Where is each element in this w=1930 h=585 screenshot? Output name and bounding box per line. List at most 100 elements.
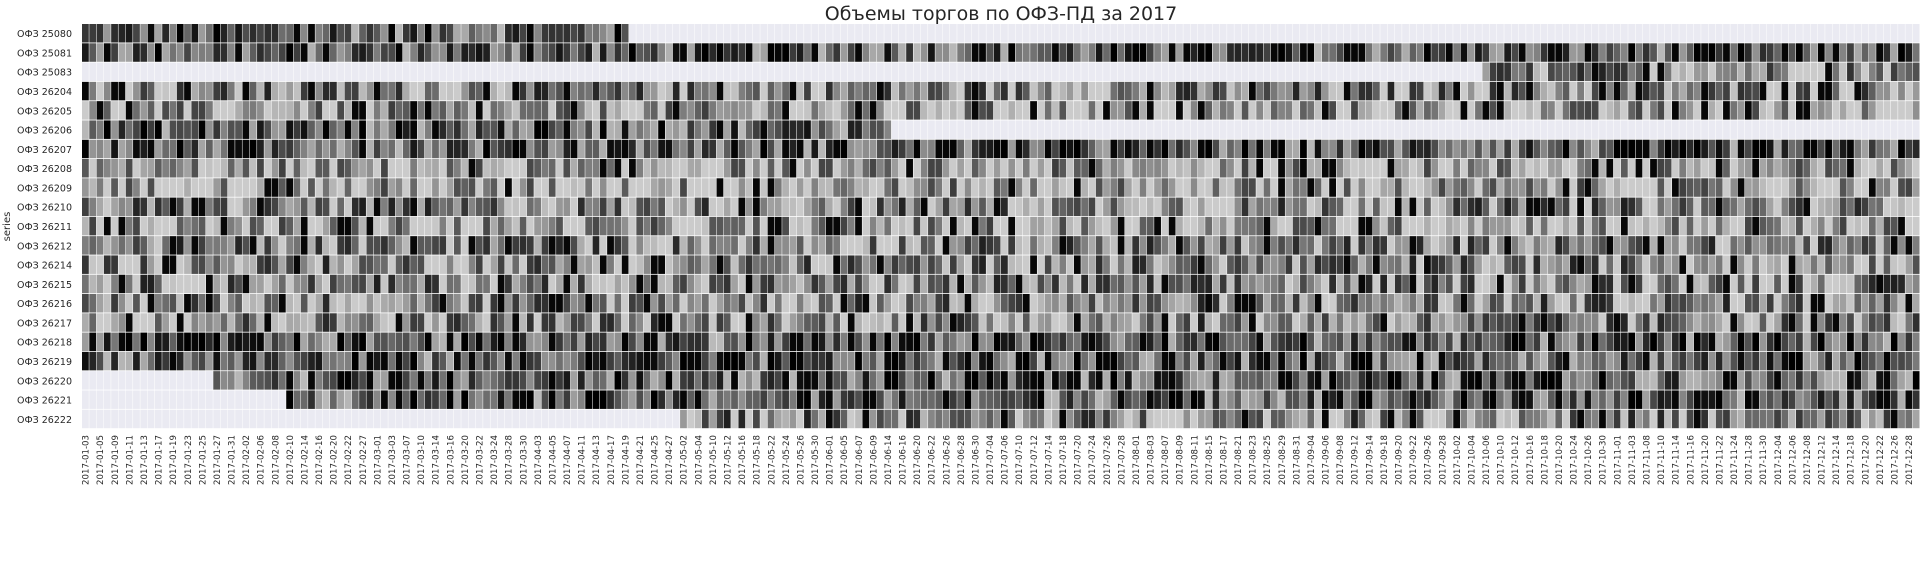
heatmap-cell [432,390,439,409]
heatmap-cell [1168,62,1176,82]
heatmap-cell [577,294,585,313]
heatmap-cell [1606,62,1614,82]
heatmap-cell [140,255,148,274]
heatmap-cell [1387,81,1395,101]
heatmap-cell [643,139,651,159]
heatmap-cell [964,216,972,236]
heatmap-cell [526,332,534,352]
heatmap-cell [774,178,782,197]
heatmap-cell [1912,371,1920,390]
heatmap-cell [373,178,381,197]
heatmap-cell [1657,313,1665,332]
heatmap-cell [1905,332,1913,352]
heatmap-cell [629,255,636,274]
heatmap-cell [1577,332,1584,352]
heatmap-cell [599,120,607,139]
heatmap-cell [1482,236,1490,255]
heatmap-cell [993,351,1001,371]
heatmap-cell [1044,294,1052,313]
heatmap-cell [1708,351,1716,371]
heatmap-cell [1817,120,1825,139]
heatmap-cell [1402,120,1409,139]
heatmap-cell [1606,371,1614,390]
heatmap-cell [825,332,833,352]
heatmap-cell [1847,101,1854,120]
heatmap-cell [1650,274,1657,294]
heatmap-cell [293,371,301,390]
heatmap-cell [709,24,717,43]
heatmap-cell [359,24,366,43]
heatmap-cell [388,120,396,139]
heatmap-cell [1832,43,1840,62]
heatmap-cell [906,294,913,313]
heatmap-cell [191,255,199,274]
heatmap-cell [1628,178,1636,197]
heatmap-cell [534,294,541,313]
heatmap-cell [665,101,673,120]
heatmap-cell [271,178,279,197]
heatmap-cell [213,139,221,159]
heatmap-cell [877,236,884,255]
heatmap-cell [1438,236,1446,255]
heatmap-cell [833,24,841,43]
heatmap-cell [986,197,994,217]
heatmap-cell [1482,101,1490,120]
heatmap-cell [315,294,323,313]
heatmap-cell [96,62,104,82]
heatmap-cell [1161,332,1169,352]
heatmap-cell [1030,236,1037,255]
heatmap-cell [220,332,228,352]
heatmap-cell [1686,43,1694,62]
heatmap-cell [1569,139,1577,159]
heatmap-cell [1774,351,1781,371]
heatmap-cell [89,120,97,139]
heatmap-cell [1103,120,1110,139]
heatmap-cell [395,274,403,294]
heatmap-cell [169,371,177,390]
heatmap-cell [636,294,644,313]
heatmap-cell [1868,120,1876,139]
heatmap-cell [1336,43,1344,62]
heatmap-cell [942,81,950,101]
heatmap-cell [366,351,374,371]
heatmap-cell [1766,216,1774,236]
heatmap-cell [89,351,97,371]
heatmap-cell [453,24,461,43]
heatmap-cell [796,332,804,352]
heatmap-cell [1052,274,1059,294]
heatmap-cell [1081,313,1089,332]
heatmap-cell [658,24,665,43]
heatmap-cell [1715,294,1723,313]
heatmap-cell [1372,43,1380,62]
heatmap-cell [1292,216,1300,236]
heatmap-cell [1015,120,1023,139]
heatmap-cell [898,24,906,43]
heatmap-cell [1073,351,1081,371]
heatmap-cell [949,313,957,332]
heatmap-cell [811,62,819,82]
heatmap-cell [140,313,148,332]
heatmap-cell [483,274,490,294]
heatmap-cell [1212,351,1220,371]
heatmap-cell [1883,332,1891,352]
heatmap-cell [701,216,709,236]
heatmap-cell [96,101,104,120]
heatmap-cell [614,24,622,43]
heatmap-cell [898,62,906,82]
heatmap-cell [147,371,155,390]
heatmap-cell [1438,62,1446,82]
heatmap-cell [402,178,410,197]
heatmap-cell [1234,43,1242,62]
heatmap-cell [650,101,658,120]
heatmap-cell [249,390,257,409]
heatmap-cell [1001,24,1008,43]
heatmap-cell [322,197,330,217]
heatmap-cell [804,159,811,178]
heatmap-cell [257,371,264,390]
heatmap-cell [1744,24,1752,43]
heatmap-cell [1001,120,1008,139]
heatmap-cell [519,120,527,139]
heatmap-cell [1599,236,1606,255]
heatmap-cell [1606,236,1614,255]
heatmap-cell [862,390,870,409]
